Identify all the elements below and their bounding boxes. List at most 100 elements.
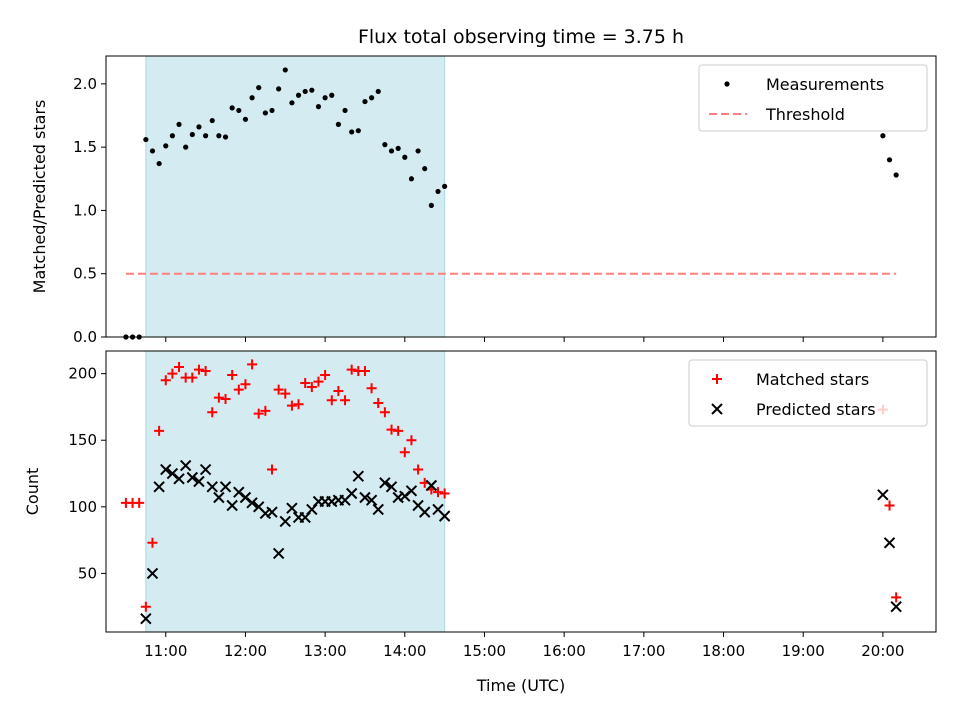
data-point <box>196 124 202 130</box>
data-point <box>422 166 428 172</box>
top-panel: 0.0 0.5 1.0 1.5 2.0 Matched/Predicted stars Me… <box>30 55 937 346</box>
legend-label: Matched stars <box>756 370 869 389</box>
y-tick-label: 200 <box>68 365 97 383</box>
legend-label: Threshold <box>765 105 845 124</box>
data-point <box>884 500 895 511</box>
data-point <box>273 384 284 395</box>
data-point <box>207 407 218 418</box>
y-tick-label: 2.0 <box>73 75 97 93</box>
series-1-1 <box>140 459 902 625</box>
legend-swatch <box>712 374 722 384</box>
data-point <box>382 142 388 148</box>
x-tick-label: 15:00 <box>463 642 506 660</box>
data-point <box>425 479 438 492</box>
data-point <box>366 383 377 394</box>
x-tick-label: 19:00 <box>782 642 825 660</box>
data-point <box>306 381 317 392</box>
data-point <box>140 612 152 625</box>
data-point <box>359 491 371 504</box>
data-point <box>365 494 378 506</box>
data-point <box>373 397 384 408</box>
y-tick-label: 150 <box>68 431 97 449</box>
data-point <box>893 172 899 178</box>
data-point <box>385 481 398 493</box>
data-point <box>173 473 185 485</box>
data-point <box>313 376 324 387</box>
legend: Matched stars Predicted stars <box>688 359 928 427</box>
data-point <box>193 475 205 488</box>
x-tick-label: 13:00 <box>304 642 347 660</box>
data-point <box>413 464 424 475</box>
data-point <box>266 506 278 518</box>
axes-frame <box>105 350 937 633</box>
legend: Measurements Threshold <box>698 64 928 132</box>
data-point <box>276 86 282 92</box>
series-0-0 <box>123 67 899 340</box>
data-point <box>256 85 262 91</box>
data-point <box>179 459 192 472</box>
data-point <box>428 202 434 208</box>
data-point <box>393 425 404 436</box>
data-point <box>253 408 264 419</box>
data-point <box>375 88 381 95</box>
data-point <box>160 375 171 386</box>
x-tick-label: 11:00 <box>144 642 187 660</box>
data-point <box>342 107 348 114</box>
data-point <box>143 136 149 143</box>
data-point <box>167 368 178 379</box>
data-point <box>309 87 315 93</box>
data-point <box>359 365 370 376</box>
y-tick-label: 50 <box>78 564 97 582</box>
data-point <box>329 92 335 98</box>
y-tick-label: 1.0 <box>73 201 97 219</box>
y-tick-label: 1.5 <box>73 138 97 156</box>
data-point <box>289 100 295 106</box>
data-point <box>146 567 159 580</box>
data-point <box>891 592 902 603</box>
data-point <box>335 121 341 127</box>
data-point <box>267 464 277 475</box>
data-point <box>346 364 357 375</box>
x-tick-label: 20:00 <box>861 642 904 660</box>
data-point <box>209 117 215 124</box>
axes-frame <box>105 55 937 338</box>
data-point <box>406 435 417 446</box>
data-point <box>886 157 893 163</box>
data-point <box>399 447 410 458</box>
data-point <box>186 471 199 484</box>
bottom-panel: 50 100 150 200 11:00 12:00 13:00 14:00 15:00 16:0… <box>23 350 937 695</box>
data-point <box>200 365 211 376</box>
data-point <box>388 148 395 154</box>
data-point <box>272 547 285 560</box>
x-tick-label: 16:00 <box>543 642 586 660</box>
data-point <box>240 379 251 390</box>
data-point <box>280 388 291 399</box>
data-point <box>247 359 258 370</box>
data-point <box>169 133 175 139</box>
data-point <box>419 506 431 518</box>
data-point <box>326 395 337 406</box>
data-point <box>372 503 384 516</box>
data-point <box>322 95 328 101</box>
y-tick-label: 100 <box>68 498 97 516</box>
data-point <box>226 499 238 512</box>
data-point <box>890 600 902 613</box>
data-point <box>176 121 182 127</box>
data-point <box>242 116 249 122</box>
data-point <box>333 385 344 396</box>
data-point <box>362 98 368 105</box>
data-point <box>156 160 162 167</box>
x-axis-label: Time (UTC) <box>476 676 565 695</box>
data-point <box>213 491 225 504</box>
data-point <box>302 88 308 95</box>
data-point <box>134 497 145 508</box>
data-point <box>293 399 304 410</box>
data-point <box>295 92 302 98</box>
data-point <box>183 144 189 150</box>
data-point <box>395 145 401 152</box>
data-point <box>340 395 351 406</box>
data-point <box>345 487 358 500</box>
data-point <box>222 134 229 140</box>
data-point <box>269 107 275 114</box>
data-point <box>249 95 255 101</box>
